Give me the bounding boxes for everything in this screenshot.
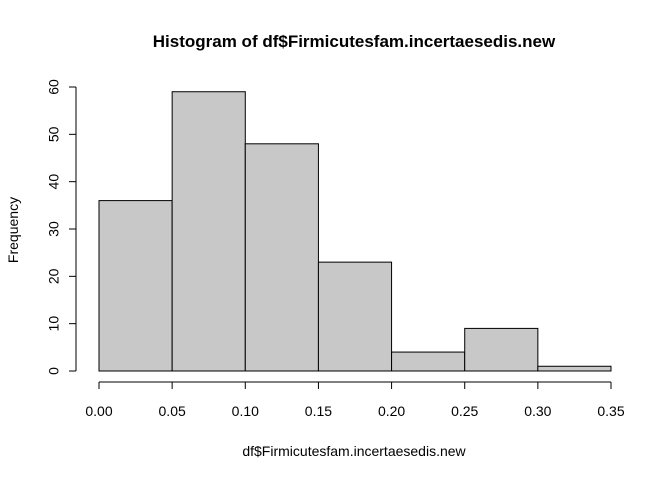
y-tick-label: 0 <box>46 367 62 375</box>
x-tick-label: 0.25 <box>451 403 478 419</box>
histogram-bar-6 <box>537 365 612 372</box>
histogram-bar-3 <box>317 261 393 372</box>
x-axis: 0.00 0.05 0.10 0.15 0.20 0.25 0.30 0.35 <box>85 381 625 419</box>
x-tick-label: 0.20 <box>378 403 405 419</box>
x-tick-label: 0.35 <box>597 403 624 419</box>
x-tick-label: 0.10 <box>232 403 259 419</box>
y-axis-label: Frequency <box>5 197 21 263</box>
chart-title: Histogram of df$Firmicutesfam.incertaese… <box>153 32 556 51</box>
x-tick-label: 0.00 <box>85 403 112 419</box>
y-tick-label: 10 <box>46 316 62 332</box>
y-tick-label: 20 <box>46 268 62 284</box>
x-axis-label: df$Firmicutesfam.incertaesedis.new <box>242 443 466 459</box>
histogram-bars <box>98 91 612 372</box>
histogram-bar-1 <box>171 91 246 372</box>
x-tick-label: 0.05 <box>159 403 186 419</box>
y-tick-label: 40 <box>46 174 62 190</box>
y-tick-label: 60 <box>46 79 62 95</box>
x-tick-label: 0.15 <box>305 403 332 419</box>
x-tick-label: 0.30 <box>524 403 551 419</box>
y-axis: 0 10 20 30 40 50 60 <box>46 79 77 375</box>
y-tick-label: 30 <box>46 221 62 237</box>
histogram-bar-4 <box>391 351 466 372</box>
y-tick-label: 50 <box>46 126 62 142</box>
histogram-bar-2 <box>244 143 319 372</box>
histogram-bar-5 <box>464 327 539 372</box>
histogram-bar-0 <box>98 200 173 372</box>
